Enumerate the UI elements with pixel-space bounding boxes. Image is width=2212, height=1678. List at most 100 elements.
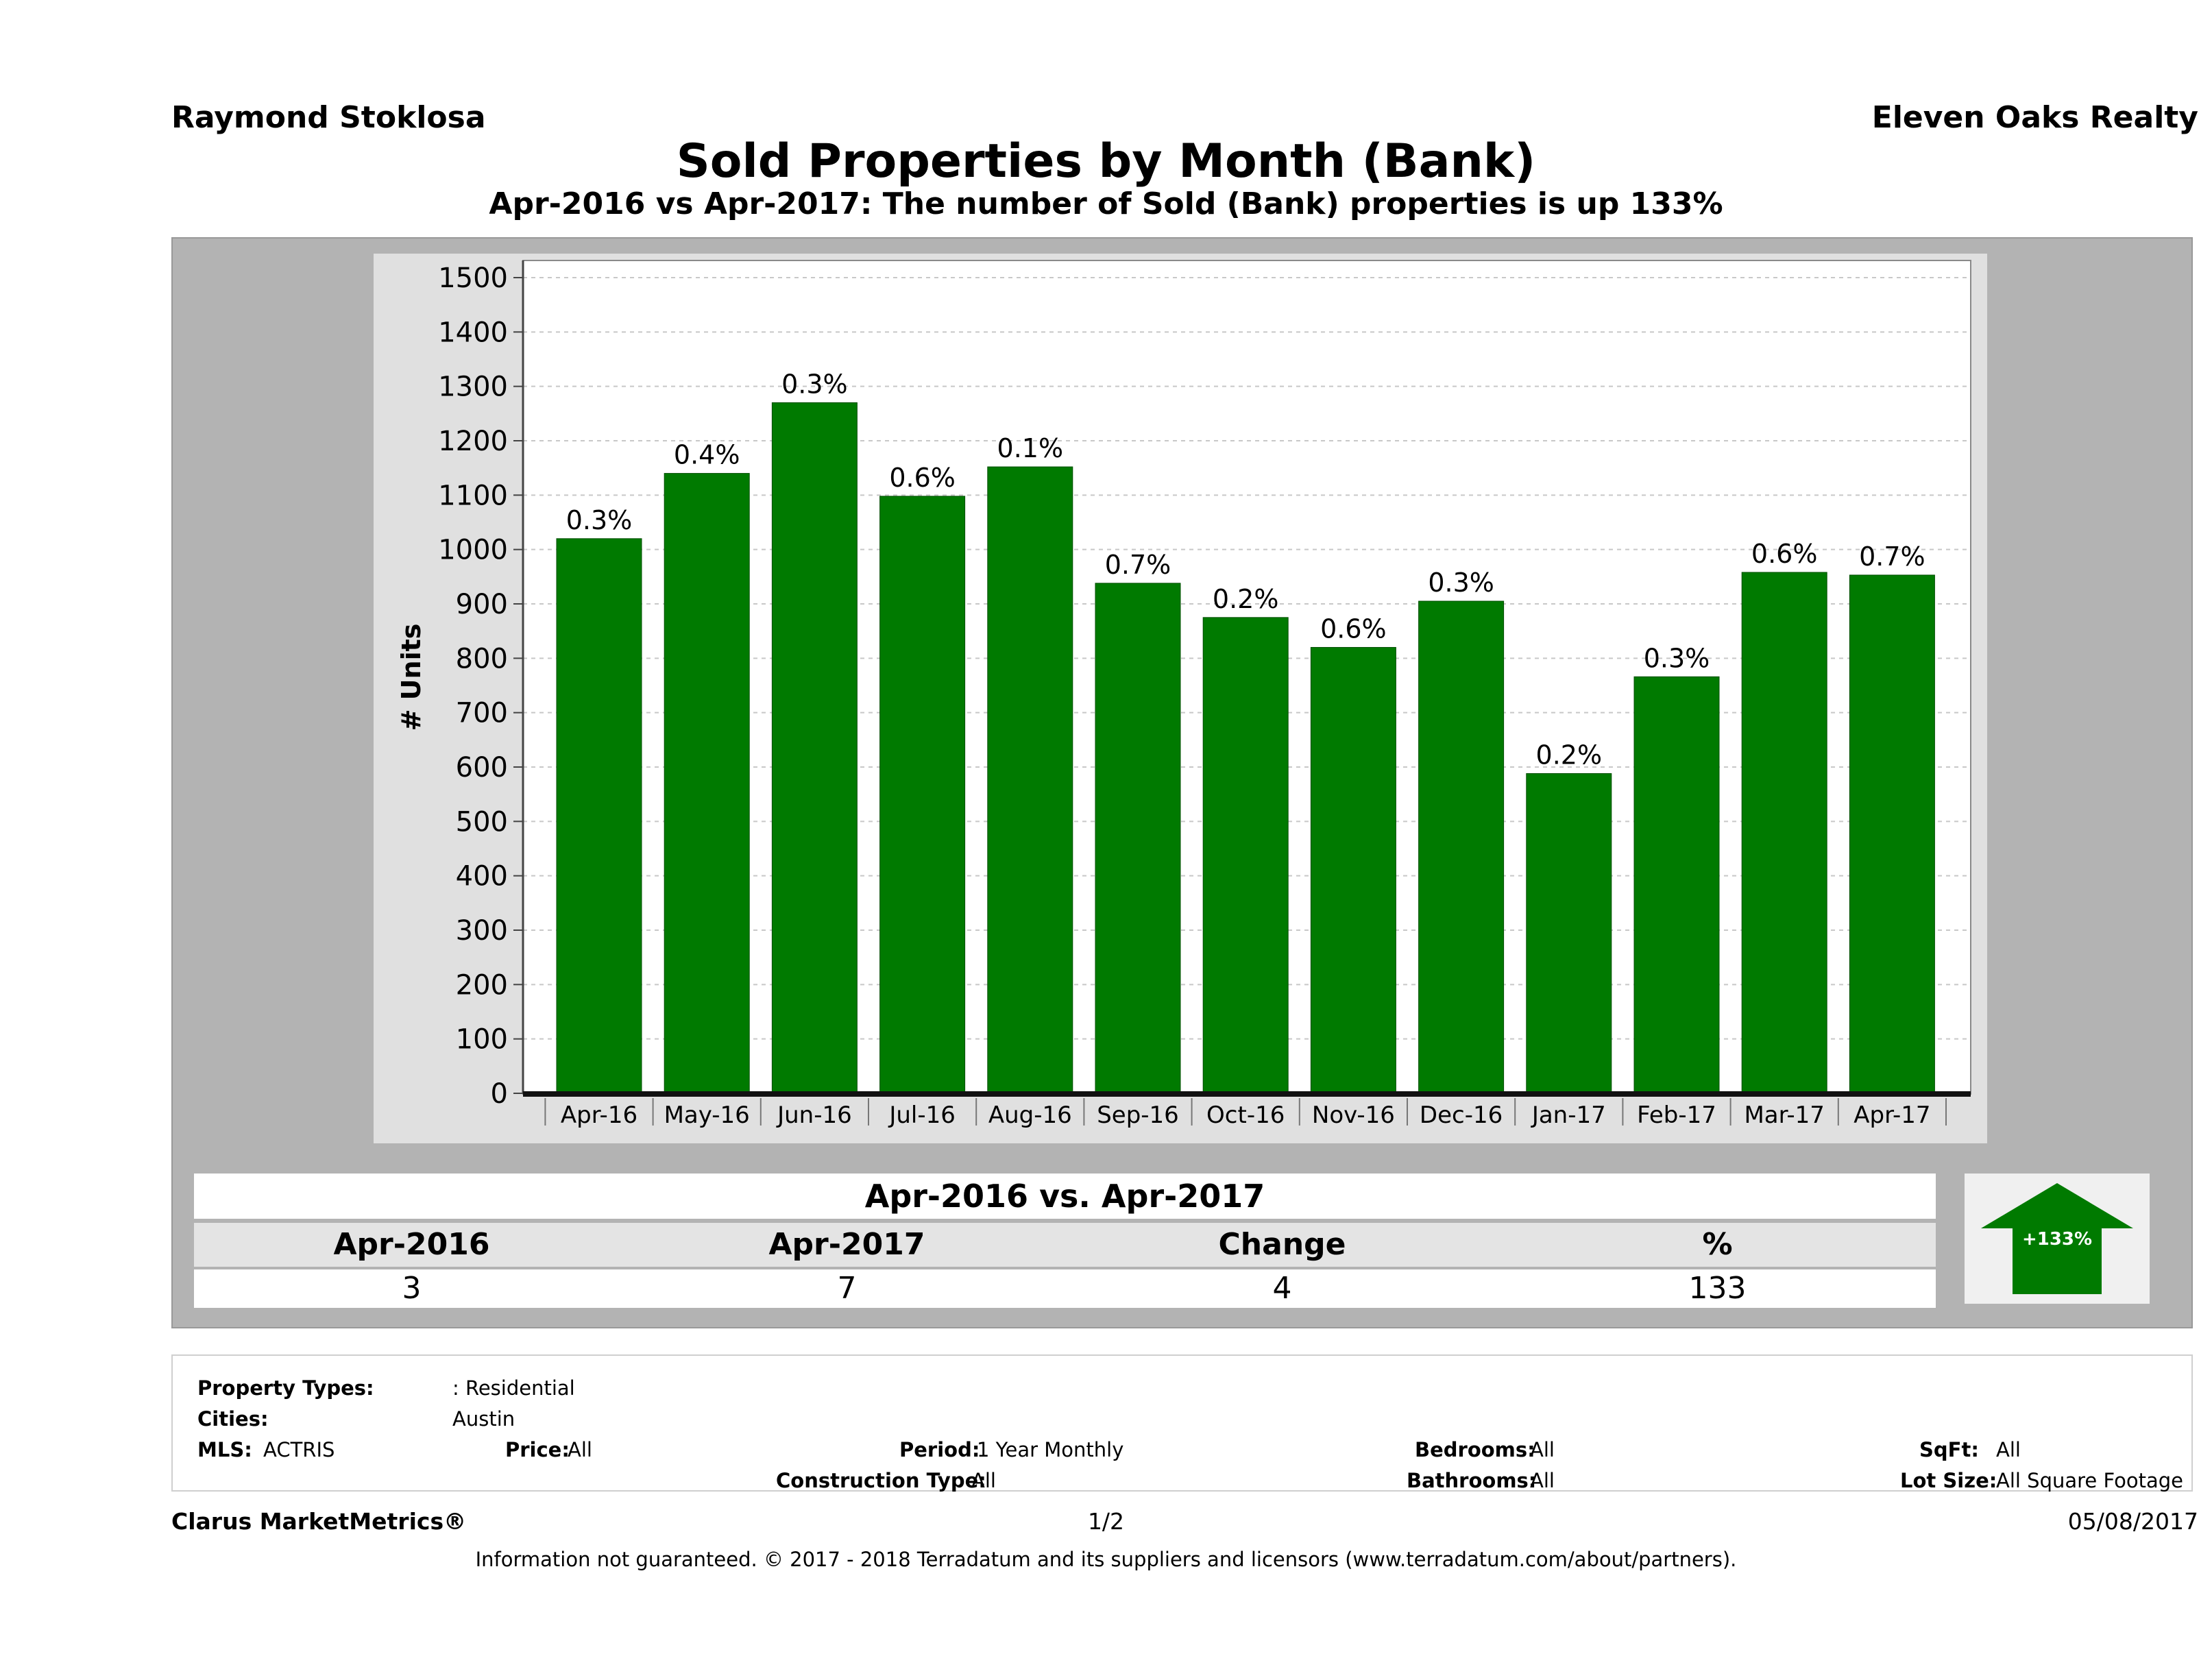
bar [556,538,642,1094]
y-tick-label: 200 [456,969,508,1001]
x-tick-label: Apr-16 [561,1102,637,1129]
x-tick-label: Sep-16 [1097,1102,1179,1129]
y-axis-label: # Units [396,624,426,731]
x-tick-label: Dec-16 [1420,1102,1503,1129]
y-tick-label: 900 [456,589,508,620]
comparison-heading: Apr-2016 vs. Apr-2017 [864,1178,1265,1215]
comparison-header-row: Apr-2016 Apr-2017 Change % [194,1223,1936,1267]
property-types-value: : Residential [452,1376,575,1400]
x-tick-label: Jun-16 [776,1102,852,1129]
bar [1633,676,1720,1094]
y-tick-label: 500 [456,806,508,838]
sqft-value: All [1996,1438,2021,1461]
bar [1741,572,1827,1094]
bedrooms-value: All [1530,1438,1555,1461]
x-tick-label: Nov-16 [1312,1102,1395,1129]
y-tick-label: 300 [456,915,508,947]
comparison-value-percent: 133 [1688,1271,1747,1306]
bar-data-label: 0.3% [566,505,633,535]
change-badge: +133% [1965,1174,2150,1304]
bar-data-label: 0.2% [1536,740,1603,770]
period-value: 1 Year Monthly [977,1438,1124,1461]
cities-value: Austin [452,1407,515,1431]
bar-data-label: 0.1% [997,433,1064,463]
price-label: Price: [505,1438,570,1461]
bar-data-label: 0.7% [1105,550,1171,580]
bathrooms-value: All [1530,1469,1555,1492]
bedrooms-label: Bedrooms: [1415,1438,1535,1461]
agent-name: Raymond Stoklosa [171,100,486,135]
bar [664,473,750,1094]
bar [1095,583,1181,1094]
x-tick-label: Feb-17 [1637,1102,1716,1129]
x-tick-label: May-16 [664,1102,750,1129]
bar [987,466,1073,1094]
price-value: All [568,1438,592,1461]
bar-chart: 0 100 200 300 400 500 600 700 800 900 1000 1100 1200… [396,260,1971,1129]
y-tick-label: 1200 [438,426,508,457]
construction-type-label: Construction Type: [776,1469,986,1492]
comparison-value-start: 3 [402,1271,422,1306]
comparison-header-change: Change [1218,1227,1346,1262]
y-tick-label: 0 [491,1078,508,1110]
cities-label: Cities: [197,1407,269,1431]
sqft-label: SqFt: [1919,1438,1979,1461]
mls-label: MLS: [197,1438,252,1461]
mls-value: ACTRIS [263,1438,335,1461]
bar-data-label: 0.3% [781,369,848,399]
bar [1526,773,1612,1094]
x-tick-label: Oct-16 [1206,1102,1285,1129]
property-types-label: Property Types: [197,1376,374,1400]
footer-page-number: 1/2 [1087,1508,1125,1535]
y-tick-label: 1300 [438,372,508,403]
lot-size-label: Lot Size: [1900,1469,1997,1492]
footer-date: 05/08/2017 [2067,1508,2198,1535]
y-tick-label: 1000 [438,535,508,566]
y-tick-label: 1500 [438,263,508,294]
comparison-value-change: 4 [1272,1271,1292,1306]
bar [879,496,966,1094]
comparison-value-row: 3 7 4 133 [194,1269,1936,1308]
y-tick-label: 600 [456,752,508,783]
y-tick-label: 1100 [438,480,508,511]
lot-size-value: All Square Footage [1996,1469,2184,1492]
page-title: Sold Properties by Month (Bank) [676,134,1536,189]
x-tick-label: Apr-17 [1854,1102,1930,1129]
x-tick-label: Jan-17 [1531,1102,1606,1129]
change-badge-label: +133% [2022,1229,2092,1250]
comparison-value-end: 7 [837,1271,857,1306]
construction-type-value: All [971,1469,996,1492]
y-tick-label: 400 [456,861,508,892]
bar-data-label: 0.2% [1213,584,1279,614]
company-name: Eleven Oaks Realty [1871,100,2198,135]
bar-data-label: 0.7% [1859,542,1925,572]
bar-data-label: 0.6% [889,463,956,493]
up-arrow-icon: +133% [1981,1183,2133,1294]
y-tick-label: 1400 [438,317,508,348]
chart-area: 0 100 200 300 400 500 600 700 800 900 1000 1100 1200… [374,254,1987,1143]
bar [1849,574,1935,1094]
bar [1310,646,1396,1094]
x-tick-label: Jul-16 [888,1102,956,1129]
comparison-header-start: Apr-2016 [333,1227,490,1262]
x-tick-label: Mar-17 [1744,1102,1825,1129]
footer-brand: Clarus MarketMetrics® [171,1508,467,1535]
bathrooms-label: Bathrooms: [1407,1469,1537,1492]
x-tick-label: Aug-16 [988,1102,1072,1129]
bar-data-label: 0.3% [1644,643,1710,673]
bar-data-label: 0.6% [1751,539,1818,569]
bar-data-label: 0.4% [674,440,740,470]
period-label: Period: [899,1438,980,1461]
page-subtitle: Apr-2016 vs Apr-2017: The number of Sold… [489,186,1723,221]
comparison-header-percent: % [1702,1227,1733,1262]
comparison-header-end: Apr-2017 [768,1227,925,1262]
footer-disclaimer: Information not guaranteed. © 2017 - 201… [475,1548,1737,1571]
y-tick-label: 100 [456,1024,508,1056]
bar-data-label: 0.3% [1428,568,1494,598]
bar [1418,600,1505,1094]
search-criteria: Property Types: : Residential Cities: Au… [171,1354,2193,1492]
y-tick-label: 800 [456,643,508,674]
bar [1202,617,1289,1094]
bar-data-label: 0.6% [1320,613,1387,644]
comparison-heading-row: Apr-2016 vs. Apr-2017 [194,1174,1936,1219]
